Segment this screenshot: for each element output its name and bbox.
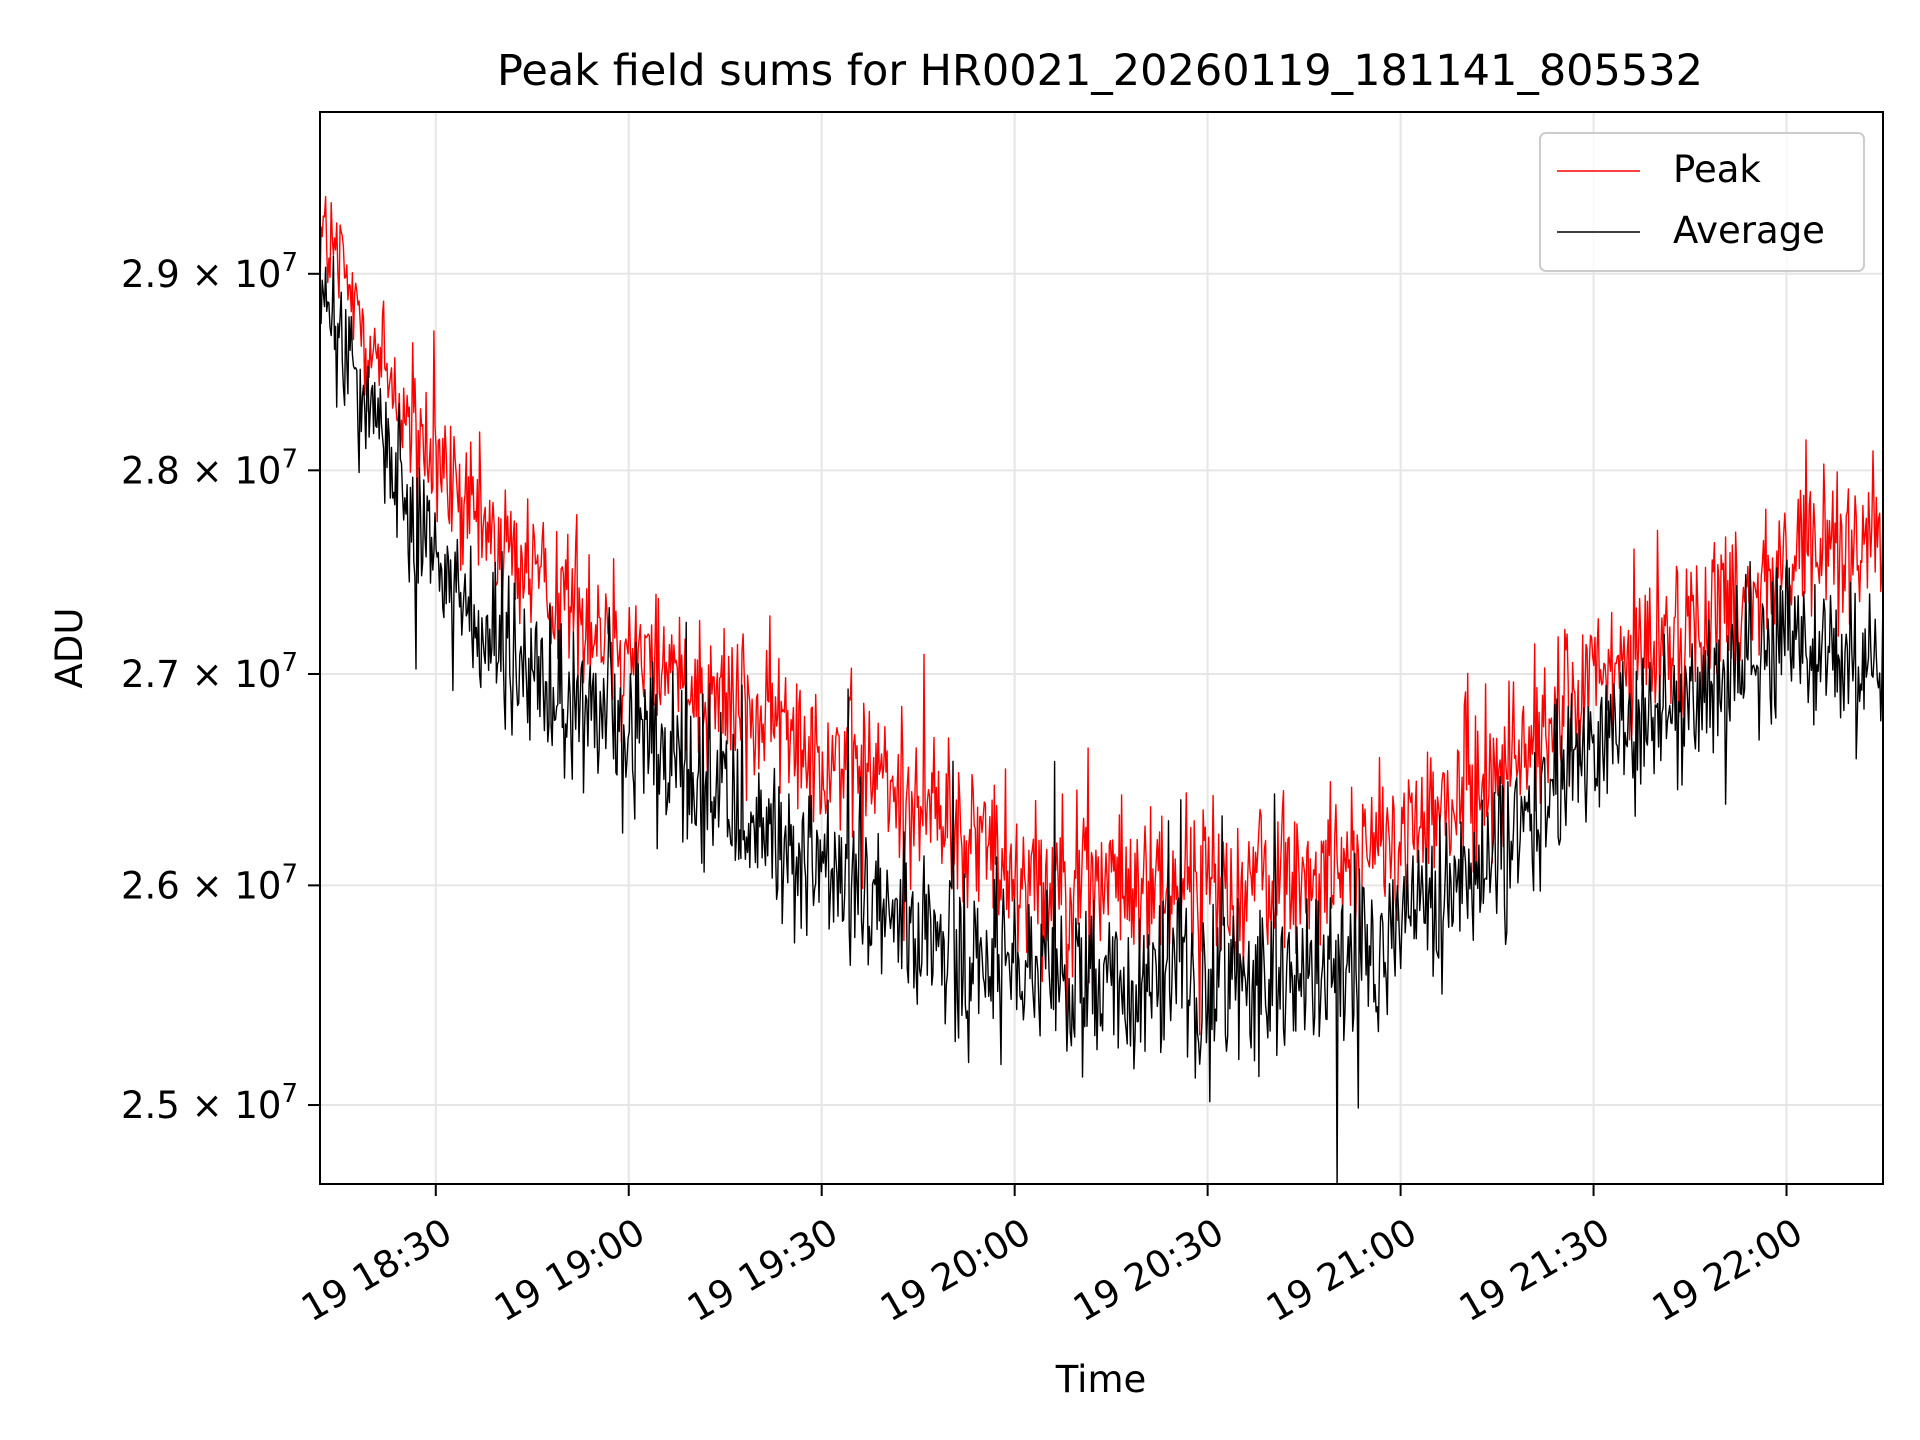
- series-layer: [320, 195, 1883, 1184]
- series-line-peak: [320, 195, 1883, 1036]
- legend: Peak Average: [1539, 132, 1865, 272]
- y-tick-label: 2.5 × 107: [121, 1079, 298, 1127]
- legend-peak-label: Peak: [1673, 148, 1761, 191]
- y-axis: 2.5 × 107 2.6 × 107 2.7 × 107 2.8 × 107 2.9 …: [121, 248, 320, 1127]
- series-line-average: [320, 255, 1883, 1184]
- x-axis-label: Time: [1055, 1358, 1147, 1401]
- y-tick-label: 2.7 × 107: [121, 648, 298, 696]
- y-tick-label: 2.9 × 107: [121, 248, 298, 296]
- legend-average-label: Average: [1673, 209, 1825, 252]
- plot-frame: [319, 111, 1884, 1185]
- y-axis-label: ADU: [48, 608, 91, 689]
- y-tick-label: 2.6 × 107: [121, 859, 298, 907]
- legend-box: [1539, 132, 1865, 272]
- y-tick-label: 2.8 × 107: [121, 444, 298, 492]
- chart-title: Peak field sums for HR0021_20260119_1811…: [497, 46, 1703, 96]
